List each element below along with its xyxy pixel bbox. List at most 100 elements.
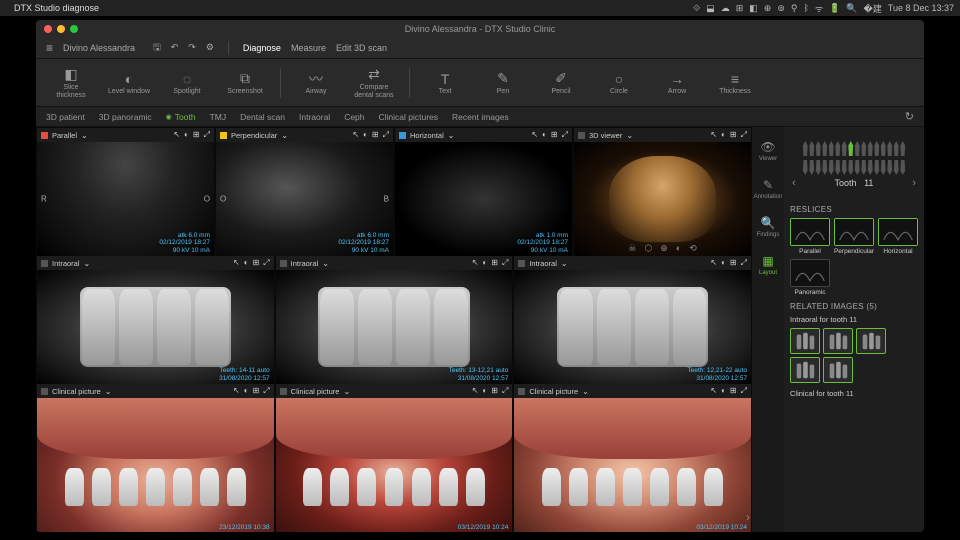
save-icon[interactable]: 🖫 <box>153 40 161 56</box>
panel-action-icon[interactable]: ↖ <box>710 386 717 396</box>
related-image-thumb[interactable] <box>823 328 853 354</box>
panel-action-icon[interactable]: ⊞ <box>372 130 379 140</box>
chevron-down-icon[interactable]: ⌄ <box>322 259 329 268</box>
sidebar-rail-viewer[interactable]: 👁Viewer <box>754 133 782 169</box>
tooth-next-icon[interactable]: › <box>912 177 916 189</box>
patient-name[interactable]: Divino Alessandra <box>63 43 135 53</box>
chevron-down-icon[interactable]: ⌄ <box>448 131 455 140</box>
tray-icon[interactable]: ⊚ <box>777 3 785 14</box>
panel-image[interactable]: Teeth: 13-12,21 auto31/08/2020 12:57 <box>276 270 513 384</box>
tooth-lower-7[interactable] <box>848 160 854 175</box>
sidebar-rail-findings[interactable]: 🔍Findings <box>754 209 782 245</box>
tooth-upper-4[interactable] <box>828 141 834 156</box>
tab-clinical-pictures[interactable]: Clinical pictures <box>379 112 439 122</box>
clock[interactable]: Tue 8 Dec 13:37 <box>888 3 954 13</box>
chevron-down-icon[interactable]: ⌄ <box>582 387 589 396</box>
tooth-upper-14[interactable] <box>893 141 899 156</box>
tool-screenshot[interactable]: ⧉Screenshot <box>218 61 272 105</box>
menu-edit3d[interactable]: Edit 3D scan <box>336 43 387 53</box>
redo-icon[interactable]: ↷ <box>188 42 196 53</box>
related-image-thumb[interactable] <box>790 328 820 354</box>
tab-dental-scan[interactable]: Dental scan <box>240 112 285 122</box>
tray-icon[interactable]: ⟐ <box>693 3 700 14</box>
tray-icon[interactable]: ᯤ <box>815 2 823 15</box>
tray-icon[interactable]: ⚲ <box>791 3 798 14</box>
tooth-lower-2[interactable] <box>815 160 821 175</box>
tooth-upper-3[interactable] <box>822 141 828 156</box>
panel-action-icon[interactable]: ↖ <box>173 130 180 140</box>
tooth-upper-2[interactable] <box>815 141 821 156</box>
tooth-upper-6[interactable] <box>841 141 847 156</box>
tool-pen[interactable]: ✎Pen <box>476 61 530 105</box>
panel-action-icon[interactable]: ⤢ <box>263 258 269 268</box>
viewer-3d-control-icon[interactable]: ☠ <box>628 243 636 254</box>
tooth-upper-15[interactable] <box>900 141 906 156</box>
control-center-icon[interactable]: �建 <box>864 2 882 15</box>
panel-action-icon[interactable]: ↖ <box>710 258 717 268</box>
panel-image[interactable]: 03/12/2019 10:24 <box>514 398 751 532</box>
viewport-panel[interactable]: Intraoral⌄↖◐⊞⤢Teeth: 12,21-22 auto31/08/… <box>514 256 751 384</box>
panel-action-icon[interactable]: ◐ <box>482 386 487 396</box>
panel-action-icon[interactable]: ◐ <box>542 130 547 140</box>
tray-icon[interactable]: ◧ <box>749 3 758 14</box>
tray-icon[interactable]: ᛒ <box>803 3 808 13</box>
panel-action-icon[interactable]: ⊞ <box>551 130 558 140</box>
panel-action-icon[interactable]: ◐ <box>721 258 726 268</box>
tooth-lower-15[interactable] <box>900 160 906 175</box>
tooth-lower-0[interactable] <box>802 160 808 175</box>
tooth-lower-9[interactable] <box>861 160 867 175</box>
tray-icon[interactable]: ⊕ <box>764 3 772 14</box>
chevron-down-icon[interactable]: ⌄ <box>343 387 350 396</box>
reslice-horizontal[interactable]: Horizontal <box>878 218 918 255</box>
tooth-prev-icon[interactable]: ‹ <box>792 177 796 189</box>
tool-spotlight[interactable]: ◌Spotlight <box>160 61 214 105</box>
spotlight-icon[interactable]: 🔍 <box>846 3 857 14</box>
battery-icon[interactable]: 🔋 <box>829 3 840 14</box>
tool-arrow[interactable]: →Arrow <box>650 61 704 105</box>
tooth-lower-3[interactable] <box>822 160 828 175</box>
tooth-chart[interactable]: ‹ Tooth 11 › <box>786 129 922 201</box>
viewport-panel[interactable]: Clinical picture⌄↖◐⊞⤢03/12/2019 10:24 <box>276 384 513 532</box>
panel-image[interactable]: OBatk 6.0 mm02/12/2019 18:2790 kV 10 mA <box>216 142 393 256</box>
tab-intraoral[interactable]: Intraoral <box>299 112 330 122</box>
expand-sidebar-icon[interactable]: › <box>746 510 750 524</box>
hamburger-icon[interactable]: ≡ <box>46 41 53 55</box>
chevron-down-icon[interactable]: ⌄ <box>281 131 288 140</box>
panel-action-icon[interactable]: ↖ <box>233 258 240 268</box>
panel-action-icon[interactable]: ◐ <box>363 130 368 140</box>
window-minimize-button[interactable] <box>57 25 65 33</box>
panel-image[interactable]: atk 1.0 mm02/12/2019 18:2790 kV 10 mA <box>395 142 572 256</box>
tooth-upper-8[interactable] <box>854 141 860 156</box>
tab-tooth[interactable]: ◉Tooth <box>166 112 196 122</box>
undo-icon[interactable]: ↶ <box>171 42 179 53</box>
tab-tmj[interactable]: TMJ <box>210 112 227 122</box>
tooth-lower-8[interactable] <box>854 160 860 175</box>
panel-action-icon[interactable]: ⤢ <box>263 386 269 396</box>
panel-action-icon[interactable]: ↖ <box>233 386 240 396</box>
chevron-down-icon[interactable]: ⌄ <box>81 131 88 140</box>
related-image-thumb[interactable] <box>823 357 853 383</box>
panel-image[interactable]: Teeth: 14-11 auto31/08/2020 12:57 <box>37 270 274 384</box>
tooth-upper-1[interactable] <box>809 141 815 156</box>
chevron-down-icon[interactable]: ⌄ <box>626 131 633 140</box>
panel-action-icon[interactable]: ⊞ <box>730 258 737 268</box>
viewport-panel[interactable]: Clinical picture⌄↖◐⊞⤢03/12/2019 10:24 <box>514 384 751 532</box>
panel-image[interactable]: Teeth: 12,21-22 auto31/08/2020 12:57 <box>514 270 751 384</box>
panel-action-icon[interactable]: ⊞ <box>253 386 260 396</box>
sidebar-rail-layout[interactable]: ▦Layout <box>754 247 782 283</box>
panel-action-icon[interactable]: ⤢ <box>741 258 747 268</box>
viewer-3d-control-icon[interactable]: ⊕ <box>660 243 668 254</box>
panel-action-icon[interactable]: ↖ <box>531 130 538 140</box>
mac-app-name[interactable]: DTX Studio diagnose <box>14 3 99 13</box>
tooth-upper-10[interactable] <box>867 141 873 156</box>
tooth-upper-5[interactable] <box>835 141 841 156</box>
tooth-lower-6[interactable] <box>841 160 847 175</box>
viewer-3d-control-icon[interactable]: ⬡ <box>644 243 652 254</box>
panel-image[interactable]: ROatk 6.0 mm02/12/2019 18:2790 kV 10 mA <box>37 142 214 256</box>
menu-measure[interactable]: Measure <box>291 43 326 53</box>
panel-action-icon[interactable]: ⊞ <box>730 130 737 140</box>
viewport-panel[interactable]: 3D viewer⌄↖◐⊞⤢☠⬡⊕◐⟲ <box>574 128 751 256</box>
sidebar-rail-annotation[interactable]: ✎Annotation <box>754 171 782 207</box>
tooth-lower-1[interactable] <box>809 160 815 175</box>
panel-action-icon[interactable]: ↖ <box>710 130 717 140</box>
